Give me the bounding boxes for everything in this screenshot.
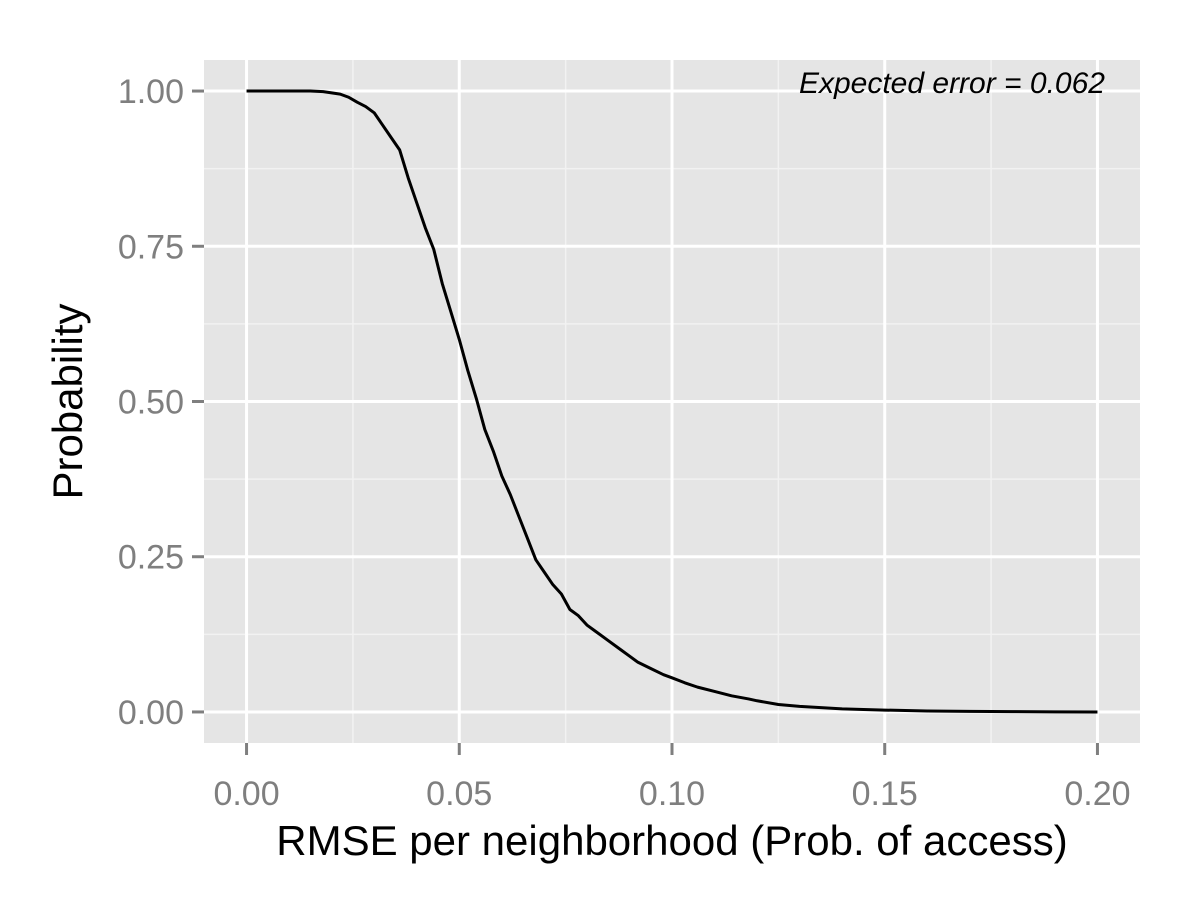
y-tick-label: 0.50 [118, 384, 184, 422]
y-axis-title: Probability [44, 303, 91, 499]
axis-ticks [192, 89, 1099, 755]
x-axis-title: RMSE per neighborhood (Prob. of access) [276, 817, 1067, 864]
x-tick-label: 0.05 [426, 775, 492, 813]
x-tick-label: 0.15 [852, 775, 918, 813]
expected-error-annotation: Expected error = 0.062 [799, 67, 1105, 100]
y-tick-label: 0.75 [118, 228, 184, 266]
y-tick-label: 0.25 [118, 539, 184, 577]
major-gridlines [204, 60, 1140, 743]
y-tick-label: 0.00 [118, 694, 184, 732]
x-tick-label: 0.10 [639, 775, 705, 813]
series-line-probability [246, 89, 1098, 714]
x-axis-tick-labels: 0.00 0.05 0.10 0.15 0.20 [213, 775, 1130, 813]
y-tick-label: 1.00 [118, 73, 184, 111]
y-axis-tick-labels: 0.00 0.25 0.50 0.75 1.00 [118, 73, 184, 732]
x-tick-label: 0.20 [1064, 775, 1130, 813]
x-tick-label: 0.00 [213, 775, 279, 813]
